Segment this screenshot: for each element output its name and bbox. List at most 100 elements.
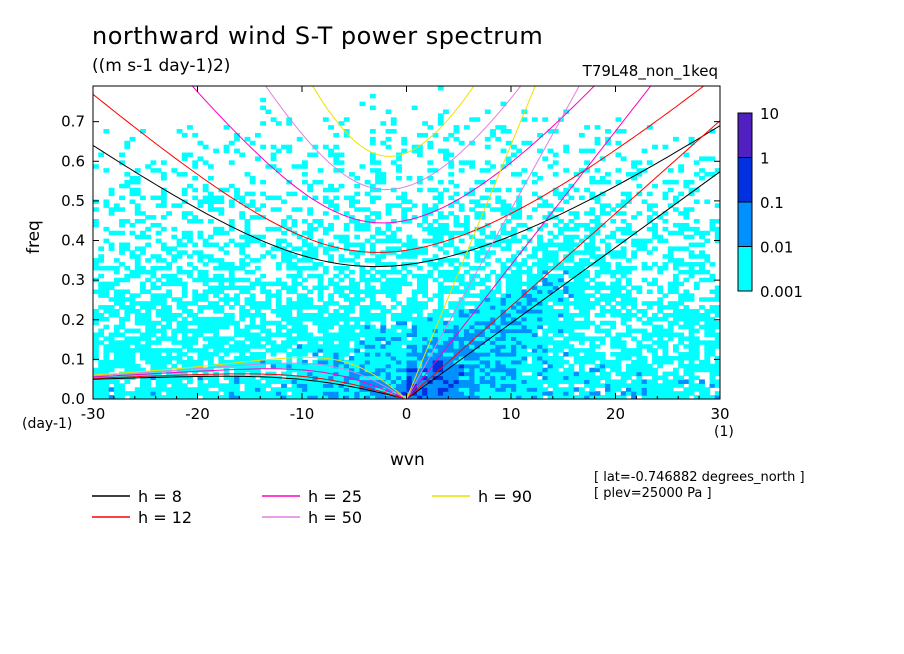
spectrum-cell — [688, 179, 695, 185]
spectrum-cell — [369, 328, 376, 334]
spectrum-cell — [636, 328, 643, 334]
spectrum-cell — [202, 199, 209, 204]
spectrum-cell — [322, 309, 329, 314]
spectrum-cell — [270, 156, 277, 161]
spectrum-cell — [176, 379, 183, 384]
spectrum-cell — [406, 281, 413, 287]
spectrum-cell — [662, 316, 669, 322]
spectrum-cell — [187, 336, 193, 341]
spectrum-cell — [296, 371, 303, 377]
spectrum-cell — [145, 348, 152, 353]
spectrum-cell — [490, 250, 496, 255]
spectrum-cell — [213, 207, 219, 212]
spectrum-cell — [589, 293, 596, 298]
spectrum-cell — [610, 234, 617, 240]
spectrum-cell — [542, 305, 549, 310]
spectrum-cell — [589, 359, 596, 365]
spectrum-cell — [620, 383, 627, 388]
spectrum-cell — [463, 309, 470, 314]
spectrum-cell — [317, 219, 324, 224]
spectrum-cell — [265, 375, 272, 381]
spectrum-cell — [547, 359, 554, 365]
spectrum-cell — [594, 269, 601, 275]
spectrum-cell — [354, 297, 361, 302]
spectrum-cell — [641, 383, 648, 388]
spectrum-cell — [260, 289, 267, 294]
spectrum-cell — [667, 305, 674, 310]
spectrum-cell — [364, 316, 371, 322]
spectrum-cell — [693, 262, 700, 267]
spectrum-cell — [385, 348, 392, 353]
spectrum-cell — [526, 336, 533, 341]
spectrum-cell — [563, 222, 570, 228]
spectrum-cell — [584, 355, 590, 361]
spectrum-cell — [223, 144, 230, 150]
spectrum-cell — [458, 277, 465, 283]
spectrum-cell — [129, 175, 136, 181]
spectrum-cell — [108, 367, 115, 373]
spectrum-cell — [359, 207, 366, 212]
spectrum-cell — [166, 379, 172, 384]
spectrum-cell — [333, 336, 340, 341]
spectrum-cell — [636, 289, 643, 294]
spectrum-cell — [688, 363, 695, 369]
spectrum-cell — [437, 309, 444, 314]
spectrum-cell — [260, 254, 267, 259]
spectrum-cell — [432, 312, 439, 318]
spectrum-cell — [155, 352, 162, 357]
spectrum-cell — [552, 301, 559, 306]
spectrum-cell — [443, 348, 449, 353]
spectrum-cell — [260, 359, 267, 365]
spectrum-cell — [667, 379, 674, 384]
spectrum-cell — [620, 391, 627, 396]
spectrum-cell — [500, 336, 507, 341]
spectrum-cell — [542, 156, 549, 161]
spectrum-cell — [704, 340, 711, 345]
spectrum-cell — [657, 305, 664, 310]
spectrum-cell — [207, 391, 214, 396]
spectrum-cell — [176, 348, 183, 353]
spectrum-cell — [176, 305, 183, 310]
spectrum-cell — [416, 309, 423, 314]
spectrum-cell — [411, 309, 418, 314]
spectrum-cell — [547, 395, 554, 399]
spectrum-cell — [453, 344, 460, 349]
spectrum-cell — [328, 203, 334, 208]
spectrum-cell — [124, 246, 131, 251]
spectrum-cell — [249, 191, 256, 197]
spectrum-cell — [484, 234, 491, 240]
spectrum-cell — [234, 344, 240, 349]
spectrum-cell — [396, 367, 402, 373]
spectrum-cell — [207, 363, 214, 369]
spectrum-cell — [437, 238, 444, 244]
spectrum-cell — [254, 312, 261, 318]
spectrum-cell — [244, 324, 251, 330]
spectrum-cell — [281, 348, 287, 353]
spectrum-cell — [270, 332, 277, 337]
spectrum-cell — [709, 328, 716, 334]
spectrum-cell — [286, 226, 293, 232]
spectrum-cell — [652, 203, 658, 208]
spectrum-cell — [93, 352, 99, 357]
spectrum-cell — [469, 355, 476, 361]
spectrum-cell — [401, 363, 408, 369]
spectrum-cell — [281, 340, 287, 345]
spectrum-cell — [505, 129, 512, 134]
spectrum-cell — [396, 340, 402, 345]
spectrum-cell — [150, 195, 157, 201]
spectrum-cell — [270, 195, 277, 201]
spectrum-cell — [275, 168, 282, 173]
spectrum-cell — [234, 132, 240, 138]
spectrum-cell — [714, 226, 720, 232]
spectrum-cell — [218, 246, 225, 251]
spectrum-cell — [338, 391, 345, 396]
spectrum-cell — [140, 391, 146, 396]
spectrum-cell — [401, 273, 408, 279]
spectrum-cell — [589, 340, 596, 345]
spectrum-cell — [641, 301, 648, 306]
spectrum-cell — [239, 242, 246, 248]
spectrum-cell — [390, 160, 397, 165]
spectrum-cell — [197, 140, 204, 146]
spectrum-cell — [714, 336, 720, 341]
spectrum-cell — [108, 242, 115, 248]
